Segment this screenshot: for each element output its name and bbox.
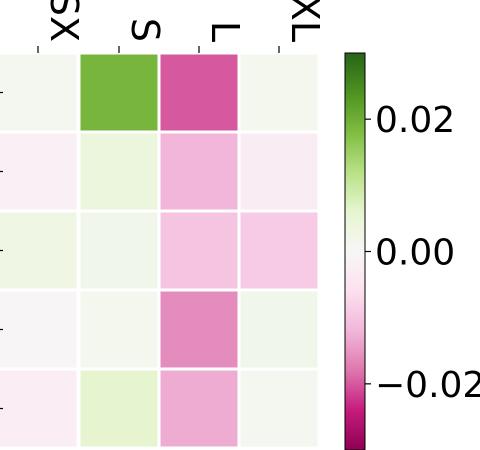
y-axis-ticks bbox=[0, 91, 3, 410]
heatmap-cell bbox=[237, 51, 321, 134]
colorbar-ticks: 0.02 0.00 −0.02 bbox=[365, 100, 480, 406]
heatmap-cell bbox=[77, 288, 161, 371]
heatmap-cell bbox=[237, 130, 321, 213]
heatmap-cell bbox=[0, 367, 80, 450]
heatmap-cell bbox=[0, 51, 80, 134]
heatmap-cell bbox=[237, 209, 321, 292]
colorbar-tick-label: 0.00 bbox=[375, 233, 455, 274]
heatmap-cell bbox=[157, 209, 241, 292]
colorbar-tick-label: −0.02 bbox=[375, 365, 480, 406]
colorbar bbox=[344, 52, 366, 450]
heatmap-cell bbox=[157, 288, 241, 371]
heatmap-cell bbox=[77, 51, 161, 134]
heatmap-cell bbox=[237, 367, 321, 450]
heatmap-cell bbox=[77, 209, 161, 292]
x-tick-label: SX bbox=[42, 0, 86, 42]
x-tick-label: L bbox=[203, 21, 247, 42]
heatmap-cell bbox=[157, 367, 241, 450]
x-tick-label: S bbox=[123, 18, 167, 42]
heatmap-cell bbox=[157, 51, 241, 134]
heatmap-cell bbox=[77, 367, 161, 450]
heatmap-cell bbox=[0, 288, 80, 371]
colorbar-tick-label: 0.02 bbox=[375, 100, 455, 141]
x-axis-ticks: SX S L XL bbox=[37, 0, 327, 53]
heatmap-cells bbox=[0, 51, 321, 450]
heatmap-cell bbox=[77, 130, 161, 213]
heatmap-cell bbox=[157, 130, 241, 213]
heatmap-cell bbox=[0, 209, 80, 292]
x-tick-label: XL bbox=[283, 0, 327, 42]
heatmap-cell bbox=[237, 288, 321, 371]
heatmap-cell bbox=[0, 130, 80, 213]
